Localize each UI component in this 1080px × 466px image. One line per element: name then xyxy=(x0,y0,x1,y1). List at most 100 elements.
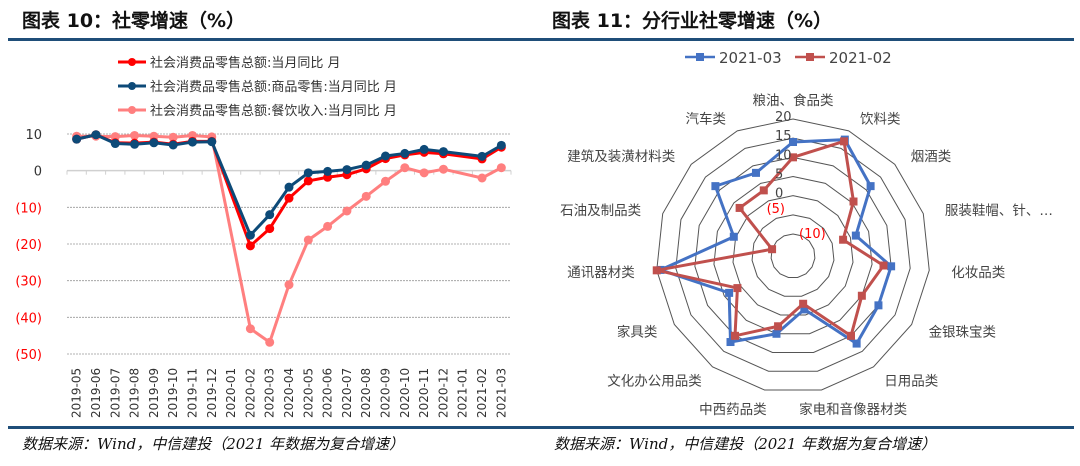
data-point xyxy=(789,153,797,162)
data-point xyxy=(879,261,888,270)
data-point xyxy=(652,266,661,275)
radar-ring xyxy=(732,195,854,316)
data-point xyxy=(361,191,371,201)
radar-ring xyxy=(751,214,835,297)
y-tick-label: 10 xyxy=(25,128,42,143)
source-note: 数据来源：Wind，中信建投（2021 年数据为复合增速） xyxy=(22,435,405,453)
x-tick-label: 2019-10 xyxy=(166,368,180,418)
x-tick-label: 2019-06 xyxy=(89,368,103,418)
y-tick-label: (40) xyxy=(15,311,42,326)
x-tick-label: 2020-10 xyxy=(398,368,412,418)
data-point xyxy=(725,288,734,297)
data-point xyxy=(168,132,178,142)
category-label: 日用品类 xyxy=(884,373,938,389)
source-note: 数据来源：Wind，中信建投（2021 年数据为复合增速） xyxy=(554,435,937,453)
data-point xyxy=(110,132,120,142)
x-tick-label: 2020-02 xyxy=(243,368,257,418)
data-point xyxy=(438,164,448,174)
data-point xyxy=(303,235,313,245)
y-tick-label: (20) xyxy=(15,238,42,253)
category-label: 饮料类 xyxy=(860,112,901,128)
x-tick-label: 2020-12 xyxy=(436,368,450,418)
r-tick-label: 0 xyxy=(775,187,783,202)
y-tick-label: (30) xyxy=(15,275,42,290)
x-tick-label: 2020-06 xyxy=(321,368,335,418)
y-tick-label: (50) xyxy=(15,348,42,363)
data-point xyxy=(477,173,487,183)
data-point xyxy=(726,338,735,347)
x-tick-label: 2020-04 xyxy=(282,368,296,418)
r-tick-label: 20 xyxy=(775,110,792,125)
data-point xyxy=(265,224,275,234)
data-point xyxy=(323,166,333,176)
x-tick-label: 2021-03 xyxy=(494,368,508,418)
r-tick-label: 15 xyxy=(775,129,792,144)
source-divider xyxy=(540,426,1074,429)
data-point xyxy=(245,241,255,251)
r-tick-label: (5) xyxy=(767,202,785,217)
data-point xyxy=(342,165,352,175)
data-point xyxy=(711,182,720,191)
radar-ring xyxy=(694,156,892,354)
data-point xyxy=(187,137,197,147)
legend-label: 社会消费品零售总额:当月同比 月 xyxy=(150,55,341,71)
data-point xyxy=(839,235,848,244)
data-point xyxy=(852,339,861,348)
data-point xyxy=(130,130,140,140)
x-tick-label: 2020-07 xyxy=(340,368,354,418)
data-point xyxy=(772,329,781,338)
data-point xyxy=(323,221,333,231)
data-point xyxy=(849,197,858,206)
x-tick-label: 2019-11 xyxy=(185,368,199,418)
category-label: 服装鞋帽、针、… xyxy=(945,203,1053,219)
data-point xyxy=(245,324,255,334)
x-tick-label: 2020-05 xyxy=(301,368,315,418)
series-line xyxy=(655,139,886,338)
category-label: 家具类 xyxy=(617,324,658,341)
x-tick-label: 2020-01 xyxy=(224,368,238,418)
data-point xyxy=(400,148,410,158)
chart-title: 图表 10：社零增速（%） xyxy=(22,10,246,32)
data-point xyxy=(400,163,410,173)
series-line xyxy=(76,133,503,344)
x-tick-label: 2021-01 xyxy=(456,368,470,418)
data-point xyxy=(419,168,429,178)
x-tick-label: 2020-08 xyxy=(359,368,373,418)
data-point xyxy=(768,245,777,254)
panel-industry-growth: 图表 11：分行业社零增速（%） 粮油、食品类 饮料类 烟酒类 服装鞋帽、针、… 化妆品… xyxy=(540,0,1080,466)
data-point xyxy=(381,151,391,161)
legend-item: 2021-03 xyxy=(685,49,782,67)
data-point xyxy=(729,232,738,241)
legend-item: 2021-02 xyxy=(795,49,892,67)
r-tick-label: (10) xyxy=(799,227,826,242)
legend-marker xyxy=(128,106,136,114)
category-label: 金银珠宝类 xyxy=(929,325,997,341)
data-point xyxy=(207,137,217,147)
legend-label: 社会消费品零售总额:餐饮收入:当月同比 月 xyxy=(150,103,397,119)
title-divider xyxy=(540,38,1074,41)
data-point xyxy=(731,331,740,340)
data-point xyxy=(361,160,371,170)
data-point xyxy=(284,280,294,290)
data-point xyxy=(91,130,101,140)
legend-label: 社会消费品零售总额:商品零售:当月同比 月 xyxy=(150,79,397,95)
data-point xyxy=(887,262,896,271)
data-point xyxy=(303,176,313,186)
y-tick-label: (10) xyxy=(15,201,42,216)
category-label: 建筑及装潢材料类 xyxy=(567,149,675,165)
data-point xyxy=(733,284,742,293)
radar-ring xyxy=(675,137,911,372)
data-point xyxy=(438,147,448,157)
category-label: 通讯器材类 xyxy=(567,265,635,281)
data-point xyxy=(265,210,275,220)
data-point xyxy=(284,182,294,192)
x-tick-label: 2020-11 xyxy=(417,368,431,418)
data-point xyxy=(840,137,849,146)
legend-marker xyxy=(696,53,704,61)
data-point xyxy=(789,138,797,146)
line-chart: 10 0 (10) (20) (30) (40) (50) 2019-05 2019-06 201… xyxy=(15,55,512,418)
category-label: 家电和音像器材类 xyxy=(799,401,907,418)
legend-item: 社会消费品零售总额:商品零售:当月同比 月 xyxy=(118,79,397,95)
x-tick-label: 2019-08 xyxy=(128,368,142,418)
